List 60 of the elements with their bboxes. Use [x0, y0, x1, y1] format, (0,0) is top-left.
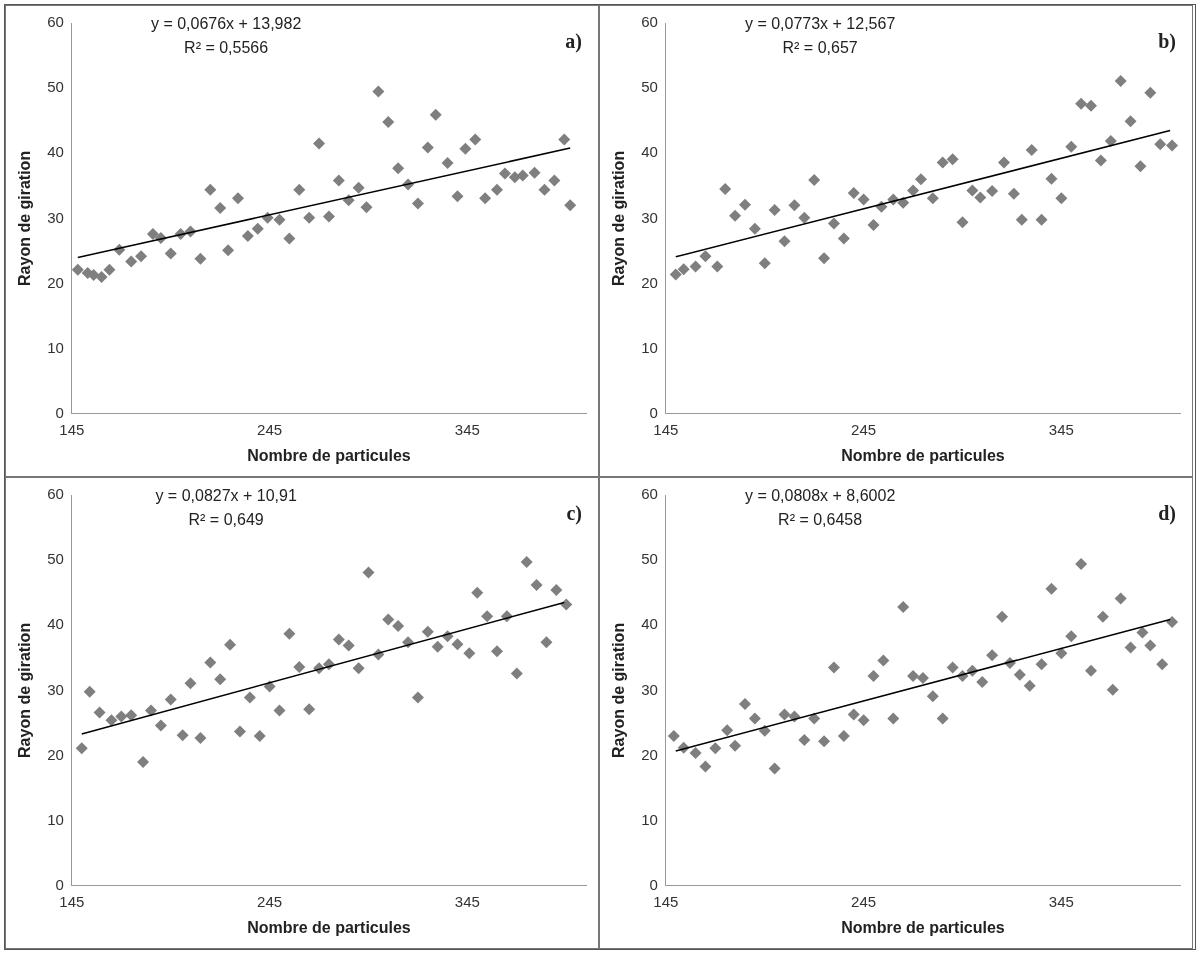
annotation: R² = 0,5566 — [184, 39, 269, 57]
y-tick-label: 20 — [641, 273, 658, 291]
x-tick-label: 145 — [653, 420, 679, 438]
x-tick-label: 245 — [851, 892, 877, 910]
y-tick-label: 20 — [47, 273, 64, 291]
annotation: R² = 0,6458 — [778, 511, 863, 529]
x-tick-label: 145 — [59, 892, 85, 910]
y-tick-label: 50 — [641, 550, 658, 568]
y-tick-label: 50 — [47, 78, 64, 96]
y-tick-label: 40 — [641, 615, 658, 633]
y-tick-label: 10 — [641, 338, 658, 356]
y-tick-label: 10 — [47, 810, 64, 828]
y-tick-label: 60 — [47, 13, 64, 31]
annotation: y = 0,0676x + 13,982 — [150, 15, 302, 33]
y-tick-label: 30 — [641, 680, 658, 698]
x-tick-label: 345 — [1048, 892, 1074, 910]
y-axis-title: Rayon de giration — [610, 150, 628, 286]
y-tick-label: 60 — [641, 13, 658, 31]
y-tick-label: 50 — [641, 78, 658, 96]
y-tick-label: 40 — [47, 615, 64, 633]
y-tick-label: 30 — [641, 208, 658, 226]
x-tick-label: 345 — [1048, 420, 1074, 438]
y-axis-title: Rayon de giration — [16, 150, 34, 286]
annotation: y = 0,0808x + 8,6002 — [744, 487, 896, 505]
x-axis-title: Nombre de particules — [841, 446, 1005, 464]
y-tick-label: 0 — [55, 875, 64, 893]
x-tick-label: 245 — [257, 420, 283, 438]
x-tick-label: 345 — [454, 892, 480, 910]
y-axis-title: Rayon de giration — [16, 622, 34, 758]
annotation: b) — [1158, 30, 1176, 54]
y-tick-label: 0 — [55, 403, 64, 421]
y-tick-label: 60 — [47, 485, 64, 503]
y-tick-label: 30 — [47, 680, 64, 698]
x-axis-title: Nombre de particules — [247, 918, 411, 936]
y-tick-label: 40 — [641, 143, 658, 161]
x-tick-label: 245 — [851, 420, 877, 438]
y-tick-label: 0 — [649, 403, 658, 421]
x-tick-label: 145 — [653, 892, 679, 910]
y-tick-label: 20 — [641, 745, 658, 763]
y-axis-title: Rayon de giration — [610, 622, 628, 758]
x-tick-label: 345 — [454, 420, 480, 438]
annotation: y = 0,0773x + 12,567 — [744, 15, 896, 33]
x-axis-title: Nombre de particules — [247, 446, 411, 464]
annotation: R² = 0,657 — [782, 39, 858, 57]
y-tick-label: 30 — [47, 208, 64, 226]
annotation: d) — [1158, 502, 1176, 526]
x-tick-label: 145 — [59, 420, 85, 438]
annotation: R² = 0,649 — [188, 511, 264, 529]
y-tick-label: 0 — [649, 875, 658, 893]
y-tick-label: 20 — [47, 745, 64, 763]
y-tick-label: 60 — [641, 485, 658, 503]
y-tick-label: 10 — [47, 338, 64, 356]
y-tick-label: 40 — [47, 143, 64, 161]
annotation: y = 0,0827x + 10,91 — [155, 487, 297, 505]
y-tick-label: 10 — [641, 810, 658, 828]
annotation: a) — [565, 30, 582, 54]
y-tick-label: 50 — [47, 550, 64, 568]
x-tick-label: 245 — [257, 892, 283, 910]
annotation: c) — [566, 502, 582, 526]
x-axis-title: Nombre de particules — [841, 918, 1005, 936]
